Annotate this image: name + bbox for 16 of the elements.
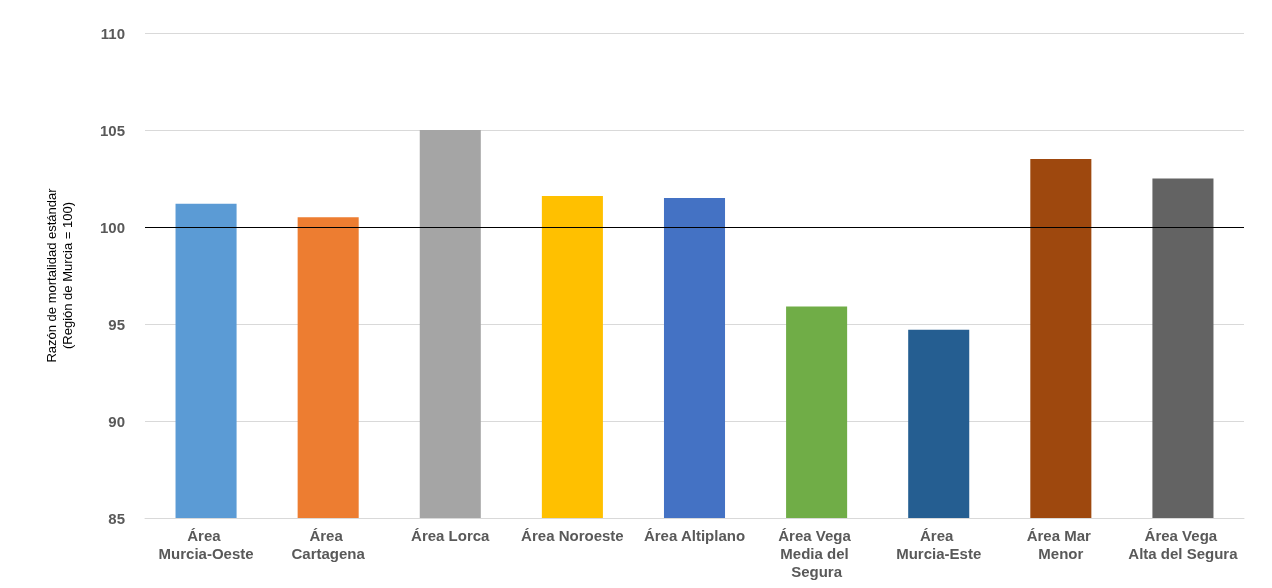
x-tick-label: Área Altiplano: [643, 526, 746, 544]
x-tick-label: Área Vega Media del Segura: [778, 526, 855, 580]
y-tick-label: 105: [99, 121, 125, 139]
x-tick-label: Área Cartagena: [291, 526, 366, 562]
y-tick-label: 110: [100, 24, 125, 42]
y-tick-label: 100: [99, 218, 125, 236]
x-tick-label: Área Lorca: [411, 526, 491, 544]
y-axis-title: Razón de mortalidad estándar (Región de Murcia = 100): [43, 187, 75, 363]
x-tick-label: Área Noroeste: [521, 526, 624, 544]
x-tick-label: Área Murcia-Este: [896, 526, 982, 562]
x-tick-label: Área Vega Alta del Segura: [1128, 526, 1239, 562]
y-tick-label: 85: [108, 509, 125, 527]
y-tick-label: 95: [108, 315, 125, 333]
x-tick-label: Área Mar Menor: [1026, 526, 1096, 562]
y-tick-label: 90: [108, 412, 125, 430]
x-tick-label: Área Murcia-Oeste: [158, 526, 254, 562]
